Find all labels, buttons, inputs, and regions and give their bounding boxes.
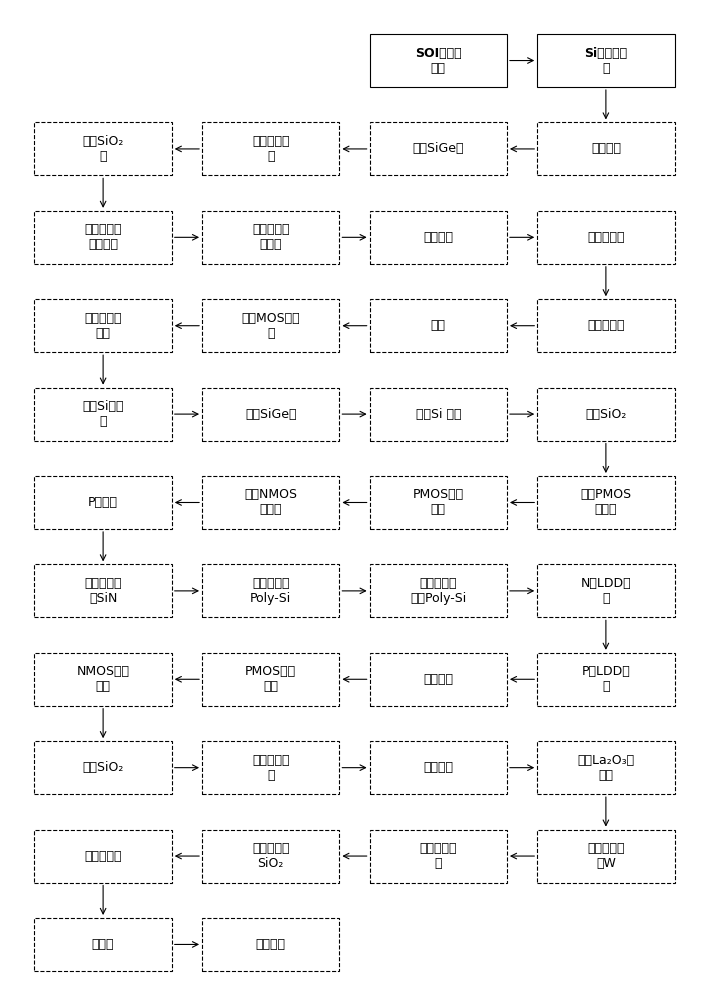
Text: 基极浅槽隔
离制备: 基极浅槽隔 离制备: [252, 223, 289, 251]
Text: 生长SiGe层: 生长SiGe层: [413, 142, 464, 155]
Text: 淀积SiO₂
层: 淀积SiO₂ 层: [82, 135, 124, 163]
FancyBboxPatch shape: [369, 299, 507, 352]
FancyBboxPatch shape: [537, 122, 674, 175]
Text: 化学机械抛
光: 化学机械抛 光: [420, 842, 457, 870]
FancyBboxPatch shape: [35, 388, 172, 441]
Text: 刻蚀PMOS
有源区: 刻蚀PMOS 有源区: [581, 488, 632, 516]
FancyBboxPatch shape: [35, 653, 172, 706]
FancyBboxPatch shape: [202, 211, 340, 264]
Text: P型LDD制
备: P型LDD制 备: [581, 665, 630, 693]
Text: 淀积伪栅介
质SiN: 淀积伪栅介 质SiN: [84, 577, 122, 605]
Text: 发射区制备: 发射区制备: [587, 231, 625, 244]
FancyBboxPatch shape: [35, 830, 172, 883]
Text: 有源区浅槽
刻蚀: 有源区浅槽 刻蚀: [84, 312, 122, 340]
Text: 淀积伪栅及
Poly-Si: 淀积伪栅及 Poly-Si: [250, 577, 291, 605]
Text: 刻蚀NMOS
有源区: 刻蚀NMOS 有源区: [244, 488, 297, 516]
Text: 退火: 退火: [431, 319, 446, 332]
FancyBboxPatch shape: [537, 476, 674, 529]
Text: 淀积栅极金
属W: 淀积栅极金 属W: [587, 842, 625, 870]
Text: PMOS阈值
调整: PMOS阈值 调整: [413, 488, 464, 516]
Text: Si集电区外
延: Si集电区外 延: [584, 47, 627, 75]
Text: 光刻集电区: 光刻集电区: [587, 319, 625, 332]
Text: 外延SiGe层: 外延SiGe层: [245, 408, 296, 421]
Text: 淀积La₂O₃栅
介质: 淀积La₂O₃栅 介质: [577, 754, 635, 782]
FancyBboxPatch shape: [202, 476, 340, 529]
FancyBboxPatch shape: [369, 741, 507, 794]
FancyBboxPatch shape: [202, 653, 340, 706]
FancyBboxPatch shape: [369, 388, 507, 441]
FancyBboxPatch shape: [35, 564, 172, 617]
Text: 集电极浅槽
隔离制备: 集电极浅槽 隔离制备: [84, 223, 122, 251]
Text: 淀积Si 帽层: 淀积Si 帽层: [415, 408, 461, 421]
Text: SOI衬底片
制备: SOI衬底片 制备: [415, 47, 462, 75]
FancyBboxPatch shape: [35, 476, 172, 529]
FancyBboxPatch shape: [35, 918, 172, 971]
FancyBboxPatch shape: [202, 564, 340, 617]
FancyBboxPatch shape: [202, 299, 340, 352]
Text: PMOS源漏
制备: PMOS源漏 制备: [245, 665, 296, 693]
Text: 淀积SiO₂: 淀积SiO₂: [82, 761, 124, 774]
FancyBboxPatch shape: [35, 211, 172, 264]
FancyBboxPatch shape: [537, 830, 674, 883]
FancyBboxPatch shape: [202, 388, 340, 441]
Text: 光刻深槽隔
离: 光刻深槽隔 离: [252, 135, 289, 163]
Text: 刻蚀伪栅介
质和Poly-Si: 刻蚀伪栅介 质和Poly-Si: [411, 577, 467, 605]
Text: 基区制备: 基区制备: [591, 142, 621, 155]
Text: NMOS源漏
制备: NMOS源漏 制备: [77, 665, 130, 693]
Text: 基极制备: 基极制备: [423, 231, 453, 244]
FancyBboxPatch shape: [35, 122, 172, 175]
FancyBboxPatch shape: [369, 653, 507, 706]
FancyBboxPatch shape: [202, 830, 340, 883]
FancyBboxPatch shape: [369, 34, 507, 87]
FancyBboxPatch shape: [537, 564, 674, 617]
Text: 淀积Si缓冲
层: 淀积Si缓冲 层: [82, 400, 124, 428]
FancyBboxPatch shape: [537, 299, 674, 352]
Text: N型LDD制
备: N型LDD制 备: [581, 577, 631, 605]
Text: 淀积介质层
SiO₂: 淀积介质层 SiO₂: [252, 842, 289, 870]
FancyBboxPatch shape: [35, 299, 172, 352]
Text: P阱注入: P阱注入: [88, 496, 118, 509]
FancyBboxPatch shape: [369, 211, 507, 264]
FancyBboxPatch shape: [369, 564, 507, 617]
FancyBboxPatch shape: [202, 122, 340, 175]
FancyBboxPatch shape: [537, 653, 674, 706]
Text: 光刻引线: 光刻引线: [256, 938, 286, 951]
FancyBboxPatch shape: [537, 34, 674, 87]
FancyBboxPatch shape: [35, 741, 172, 794]
Text: 淀积SiO₂: 淀积SiO₂: [585, 408, 627, 421]
FancyBboxPatch shape: [369, 476, 507, 529]
FancyBboxPatch shape: [369, 122, 507, 175]
Text: 刻蚀伪栅: 刻蚀伪栅: [423, 761, 453, 774]
Text: 光刻引线孔: 光刻引线孔: [84, 850, 122, 863]
FancyBboxPatch shape: [369, 830, 507, 883]
Text: 金属化: 金属化: [92, 938, 114, 951]
FancyBboxPatch shape: [202, 741, 340, 794]
FancyBboxPatch shape: [537, 211, 674, 264]
FancyBboxPatch shape: [537, 741, 674, 794]
FancyBboxPatch shape: [537, 388, 674, 441]
Text: 光刻MOS有源
区: 光刻MOS有源 区: [241, 312, 300, 340]
Text: 化学机械抛
光: 化学机械抛 光: [252, 754, 289, 782]
Text: 侧墙制备: 侧墙制备: [423, 673, 453, 686]
FancyBboxPatch shape: [202, 918, 340, 971]
